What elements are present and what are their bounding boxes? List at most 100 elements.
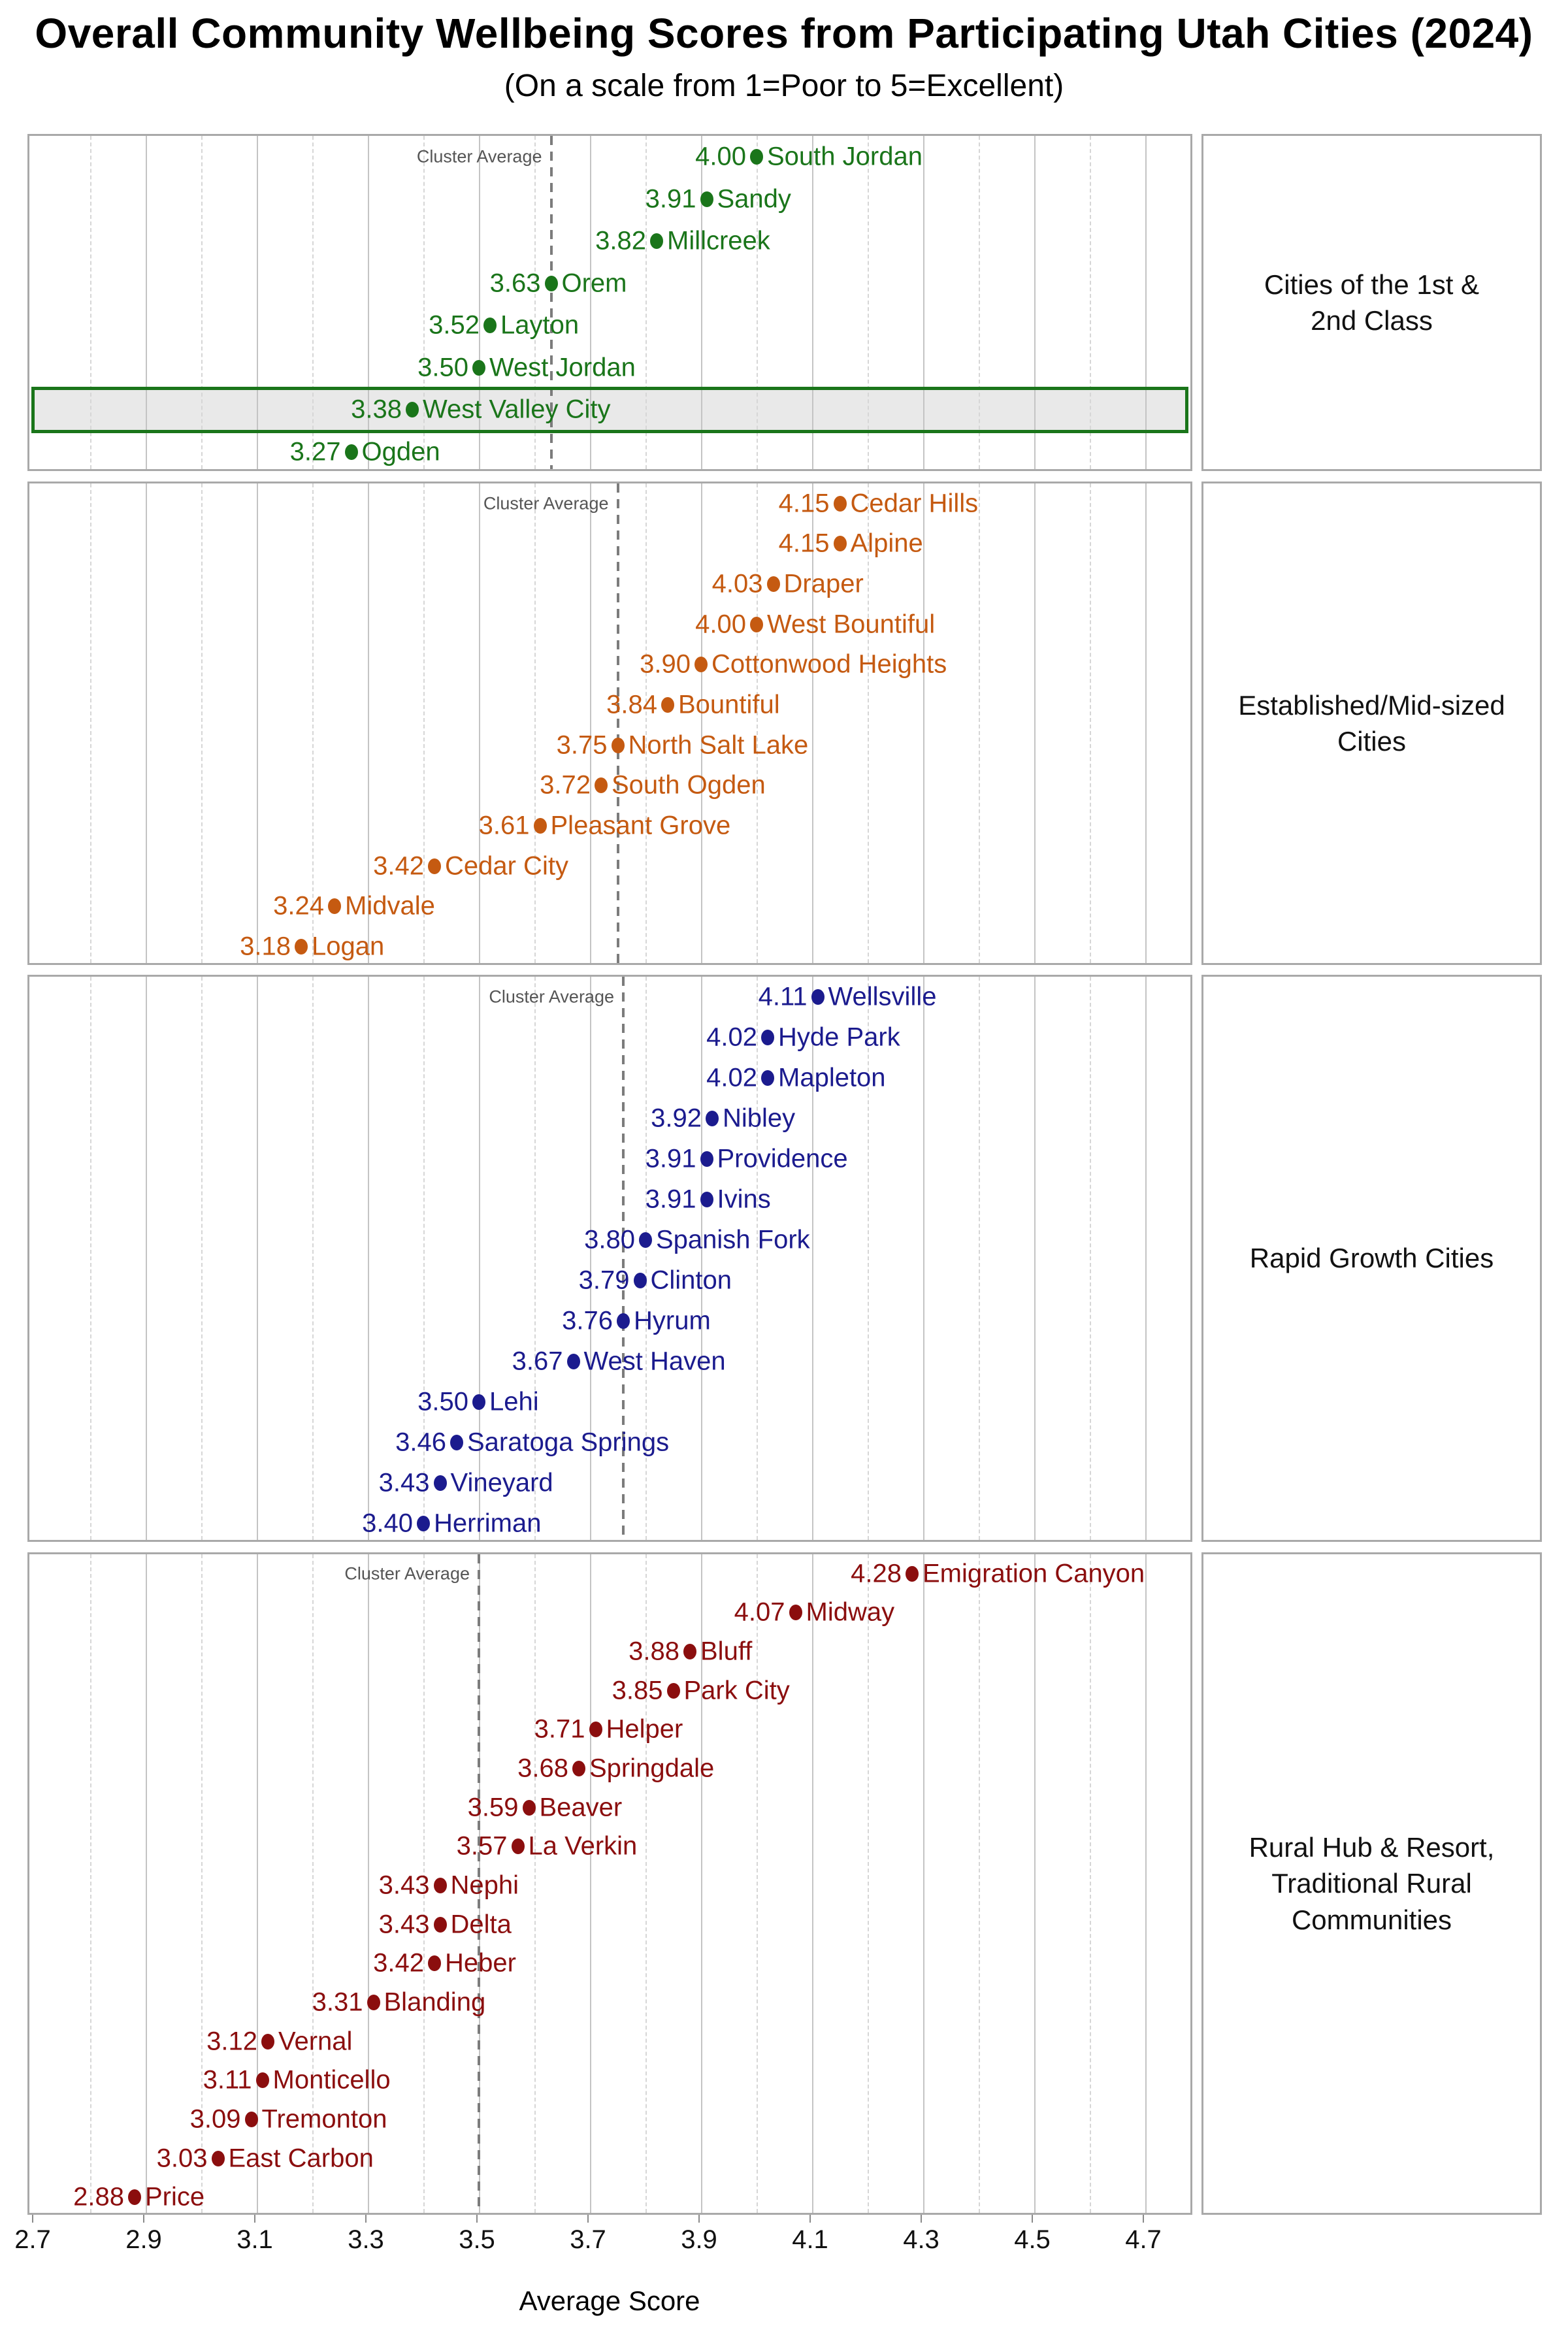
data-point-marker: [128, 2189, 141, 2206]
data-point-marker: [700, 191, 713, 207]
city-row: 4.00 South Jordan: [29, 136, 1190, 178]
city-row: 3.52 Layton: [29, 304, 1190, 347]
city-name: Emigration Canyon: [923, 1559, 1145, 1588]
score-value: 3.88: [629, 1637, 679, 1666]
gridline-major: [701, 483, 702, 963]
data-point-marker: [450, 1435, 463, 1450]
gridline-minor: [979, 1554, 980, 2213]
data-point-marker: [833, 495, 847, 512]
city-row: 3.68 Springdale: [29, 1749, 1190, 1788]
data-point-marker: [750, 149, 763, 165]
city-name: La Verkin: [528, 1831, 638, 1861]
city-row: 3.43 Vineyard: [29, 1463, 1190, 1503]
gridline-minor: [757, 977, 758, 1540]
cluster-average-label: Cluster Average: [483, 493, 609, 514]
score-value: 3.72: [540, 770, 591, 800]
city-name: Wellsville: [828, 982, 937, 1011]
score-value: 3.42: [373, 851, 424, 881]
city-name: Midway: [806, 1597, 895, 1627]
city-name: Delta: [450, 1910, 512, 1939]
gridline-minor: [979, 136, 980, 469]
score-value: 4.15: [778, 489, 830, 518]
city-name: West Bountiful: [767, 610, 936, 639]
gridline-major: [812, 977, 813, 1540]
data-point-marker: [406, 402, 419, 418]
data-point-marker: [433, 1916, 447, 1933]
x-tick-label: 3.7: [570, 2225, 606, 2254]
gridline-major: [590, 483, 591, 963]
x-axis-title: Average Score: [519, 2285, 700, 2316]
city-row: 3.03 East Carbon: [29, 2139, 1190, 2178]
score-value: 3.27: [289, 437, 341, 466]
x-tick-label: 3.1: [237, 2225, 273, 2254]
data-point-marker: [639, 1232, 652, 1248]
city-name: Pleasant Grove: [550, 811, 731, 840]
city-row: 4.28 Emigration Canyon: [29, 1554, 1190, 1593]
gridline-major: [146, 977, 147, 1540]
score-value: 3.85: [612, 1676, 663, 1705]
gridline-minor: [645, 1554, 647, 2213]
city-name: Nephi: [450, 1870, 519, 1900]
score-value: 4.02: [706, 1022, 757, 1052]
x-tick-mark: [698, 2215, 700, 2223]
city-row: 3.91 Providence: [29, 1139, 1190, 1179]
city-name: Monticello: [272, 2065, 391, 2095]
score-value: 3.18: [240, 932, 291, 961]
city-name: Alpine: [850, 529, 923, 558]
city-name: Herriman: [434, 1509, 542, 1538]
city-name: Blanding: [384, 1987, 486, 2017]
score-value: 3.91: [645, 1184, 696, 1214]
gridline-minor: [90, 483, 91, 963]
x-tick-label: 3.3: [348, 2225, 384, 2254]
cluster-average-label: Cluster Average: [344, 1563, 470, 1584]
city-name: South Jordan: [767, 142, 923, 171]
data-point-marker: [244, 2111, 258, 2127]
gridline-major: [479, 483, 480, 963]
city-name: Midvale: [345, 891, 435, 921]
data-point-marker: [617, 1313, 630, 1329]
data-point-marker: [417, 1516, 430, 1531]
x-tick-mark: [1032, 2215, 1033, 2223]
score-value: 3.43: [378, 1910, 430, 1939]
score-value: 3.24: [273, 891, 324, 921]
gridline-major: [368, 977, 369, 1540]
gridline-major: [590, 136, 591, 469]
gridline-major: [479, 977, 480, 1540]
city-name: Bluff: [700, 1637, 753, 1666]
score-value: 3.59: [467, 1793, 519, 1822]
score-value: 3.71: [534, 1714, 585, 1744]
gridline-minor: [757, 136, 758, 469]
city-name: Helper: [606, 1714, 683, 1744]
data-point-marker: [650, 233, 663, 250]
page-title: Overall Community Wellbeing Scores from …: [35, 10, 1533, 57]
gridline-major: [257, 136, 258, 469]
data-point-marker: [694, 657, 708, 673]
score-value: 4.03: [711, 569, 763, 598]
city-row: 4.11 Wellsville: [29, 977, 1190, 1017]
gridline-minor: [423, 136, 425, 469]
data-point-marker: [811, 989, 825, 1005]
cluster-label-line: Rural Hub & Resort,: [1249, 1831, 1495, 1863]
city-name: Cedar Hills: [850, 489, 979, 518]
city-name: West Valley City: [423, 395, 611, 424]
x-tick-label: 3.5: [459, 2225, 495, 2254]
cluster-average-line: [616, 483, 619, 963]
cluster-average-label: Cluster Average: [416, 146, 542, 167]
gridline-major: [701, 136, 702, 469]
city-name: West Haven: [583, 1347, 726, 1376]
data-point-marker: [344, 444, 358, 460]
cluster-label-text: Established/Mid-sized Cities: [1238, 687, 1505, 760]
gridline-minor: [534, 1554, 536, 2213]
city-row: 3.84 Bountiful: [29, 685, 1190, 725]
city-name: Clinton: [650, 1266, 732, 1295]
data-point-marker: [666, 1682, 680, 1699]
gridline-major: [1034, 1554, 1036, 2213]
gridline-major: [1145, 1554, 1147, 2213]
x-tick-mark: [32, 2215, 33, 2223]
gridline-minor: [312, 483, 314, 963]
gridline-minor: [90, 1554, 91, 2213]
score-value: 3.80: [584, 1225, 635, 1254]
gridline-minor: [1090, 977, 1091, 1540]
cluster-label-line: Cities: [1337, 726, 1406, 757]
gridline-minor: [1090, 136, 1091, 469]
